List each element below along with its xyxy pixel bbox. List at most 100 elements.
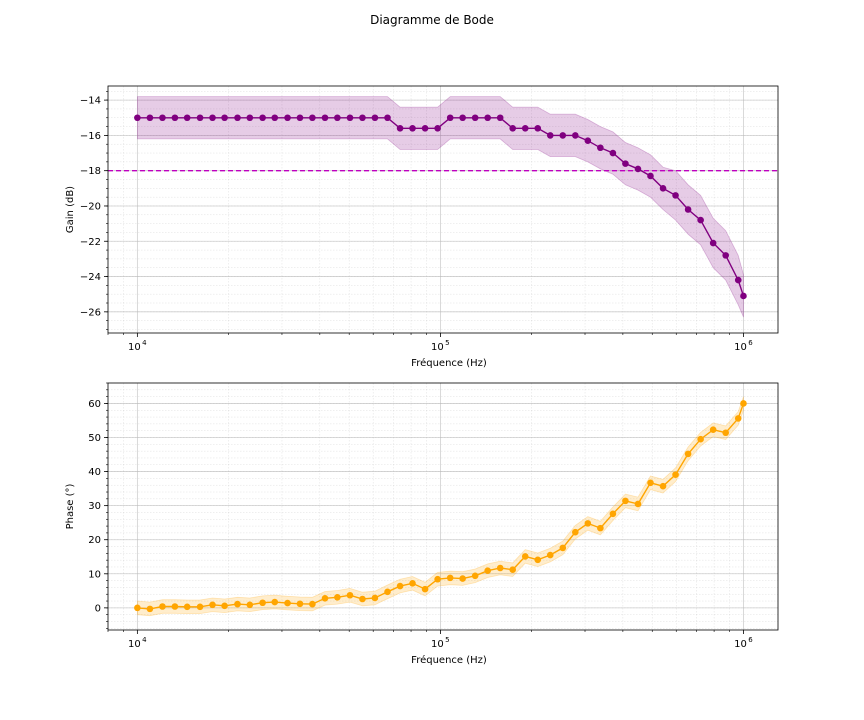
gain-data-point (647, 172, 654, 180)
gain-tick-label-y: −20 (80, 201, 101, 212)
gain-data-point (672, 192, 679, 199)
phase-data-point (634, 500, 642, 508)
gain-tick-label-y: −24 (80, 272, 101, 283)
gain-data-point (709, 239, 717, 247)
gain-data-point (421, 125, 429, 132)
phase-data-point (371, 594, 379, 602)
gain-data-point (146, 114, 154, 122)
phase-data-point (296, 600, 304, 608)
phase-tick-label-x-exponent: 4 (142, 636, 147, 644)
phase-data-point (284, 599, 291, 607)
phase-confidence-band (137, 396, 744, 617)
phase-data-point (559, 544, 567, 552)
phase-data-point (259, 599, 266, 607)
gain-tick-label-x: 10 (431, 342, 444, 353)
phase-data-point (409, 580, 416, 587)
phase-data-point (572, 528, 579, 536)
phase-x-axis-label: Fréquence (Hz) (411, 654, 487, 666)
gain-axes-frame (107, 85, 779, 334)
phase-data-point (622, 497, 629, 505)
gain-data-point (734, 276, 742, 284)
gain-data-point (396, 125, 404, 132)
phase-data-point (434, 575, 441, 583)
gain-tick-label-y: −22 (80, 237, 101, 248)
phase-data-point (471, 572, 479, 580)
phase-data-point (309, 600, 316, 608)
gain-data-point (534, 125, 542, 132)
phase-data-point (209, 601, 216, 609)
gain-x-axis-label: Fréquence (Hz) (411, 357, 487, 369)
gain-data-point (496, 114, 504, 122)
gain-tick-label-x-exponent: 5 (445, 339, 449, 347)
phase-data-point (221, 602, 228, 610)
gain-y-axis-label: Gain (dB) (65, 186, 76, 233)
phase-data-point (234, 600, 241, 608)
phase-data-point (496, 564, 504, 572)
gain-data-point (572, 132, 579, 139)
phase-data-point (159, 603, 166, 610)
phase-data-point (134, 604, 141, 612)
phase-data-point (697, 435, 704, 443)
gain-data-point (346, 114, 354, 122)
gain-data-point (246, 114, 254, 122)
phase-tick-label-x: 10 (734, 639, 747, 650)
phase-data-point (597, 524, 604, 532)
phase-data-point (609, 510, 617, 518)
gain-data-point (171, 114, 179, 122)
figure-title: Diagramme de Bode (370, 13, 494, 27)
phase-data-point (196, 603, 204, 611)
gain-data-point (609, 149, 617, 157)
gain-data-point (209, 114, 216, 122)
gain-tick-label-y: −14 (80, 96, 101, 107)
phase-data-point (734, 415, 742, 422)
gain-data-point (359, 114, 366, 122)
phase-data-point (271, 598, 279, 606)
gain-data-point (409, 125, 416, 132)
phase-data-point (647, 479, 654, 487)
phase-tick-label-x-exponent: 5 (445, 636, 449, 644)
gain-tick-label-y: −16 (80, 131, 101, 142)
phase-data-point (183, 603, 191, 611)
phase-data-point (684, 450, 692, 458)
phase-tick-label-y: 60 (88, 399, 101, 410)
gain-data-point (659, 185, 667, 192)
gain-data-point (309, 114, 316, 122)
gain-data-point (371, 114, 379, 122)
phase-data-point (321, 595, 329, 602)
phase-data-point (722, 429, 729, 437)
gain-data-point (259, 114, 266, 122)
phase-data-point (534, 556, 542, 564)
phase-data-point (659, 482, 667, 490)
gain-data-point (459, 114, 466, 122)
phase-data-point (384, 588, 391, 596)
gain-data-point (471, 114, 479, 122)
gain-data-point (684, 206, 692, 213)
gain-tick-label-x-exponent: 6 (748, 339, 753, 347)
phase-data-point (396, 582, 404, 590)
phase-data-point (584, 520, 592, 527)
gain-tick-label-x: 10 (128, 342, 141, 353)
gain-data-point (234, 114, 241, 122)
gain-data-point (484, 114, 491, 122)
phase-data-point (546, 551, 554, 559)
phase-data-point (171, 603, 179, 610)
gain-tick-label-x: 10 (734, 342, 747, 353)
gain-data-point (634, 165, 642, 173)
gain-data-point (740, 292, 747, 300)
phase-data-point (446, 574, 454, 582)
gain-data-point (221, 114, 228, 122)
gain-data-point (546, 132, 554, 139)
gain-confidence-band (137, 96, 744, 318)
gain-data-point (509, 125, 517, 132)
phase-tick-label-y: 10 (88, 569, 101, 580)
gain-data-point (434, 125, 441, 132)
gain-data-point (559, 132, 567, 139)
gain-data-point (622, 160, 629, 167)
gain-data-point (384, 114, 391, 122)
gain-data-point (159, 114, 166, 122)
phase-data-point (509, 566, 517, 573)
gain-data-point (196, 114, 204, 122)
gain-data-point (183, 114, 191, 122)
